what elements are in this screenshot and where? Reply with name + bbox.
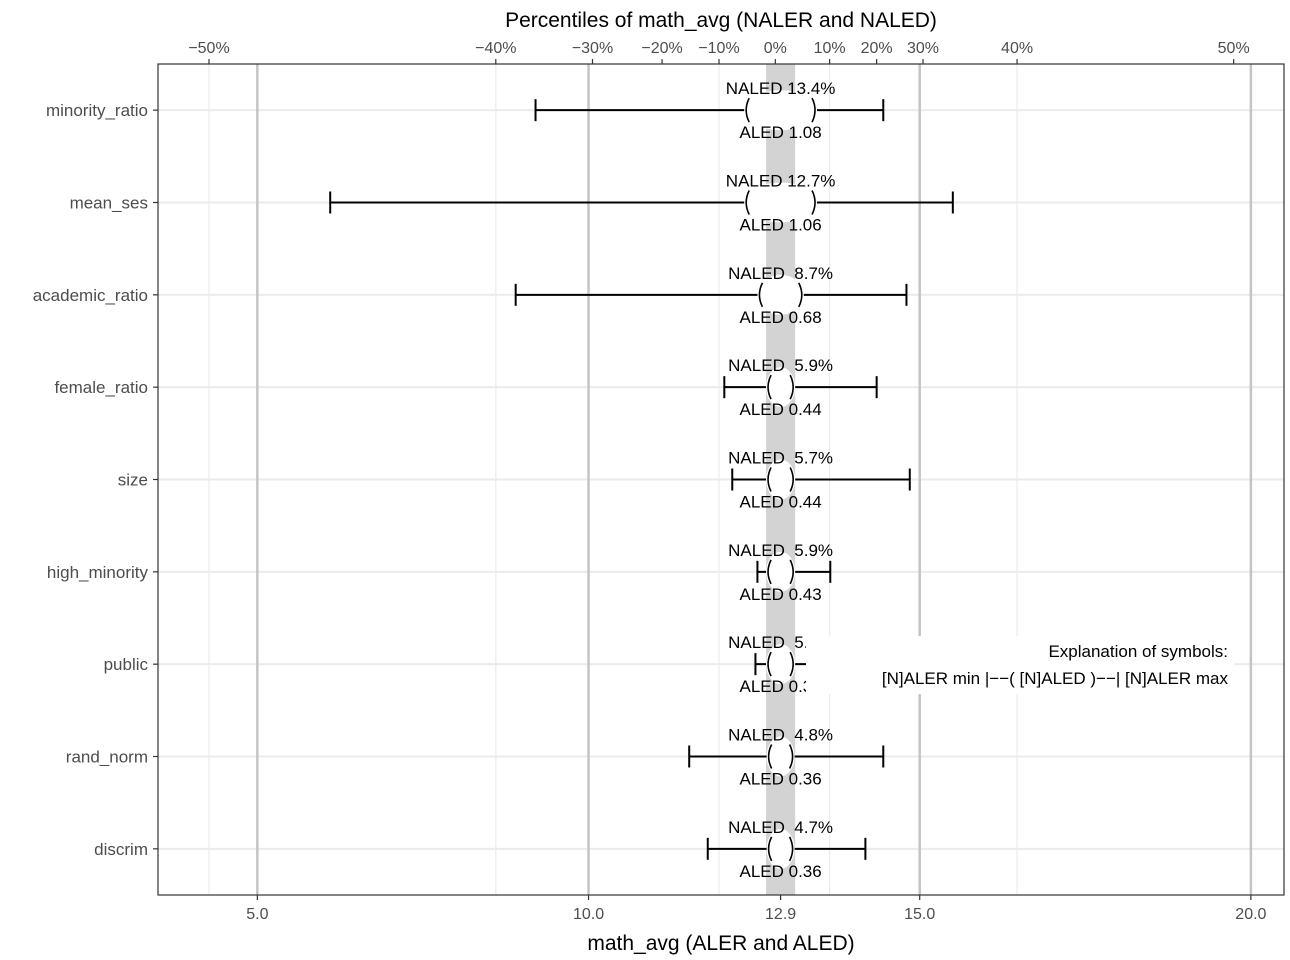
aled-left-paren [767,559,772,585]
aled-label: ALED 1.08 [739,123,821,142]
naled-label: NALED 5.9% [728,541,833,560]
naled-label: NALED 8.7% [728,264,833,283]
y-tick-label: public [104,655,149,674]
aled-right-paren [789,651,794,677]
aled-interval [766,736,795,777]
x-tick-label: 15.0 [904,906,935,923]
aled-right-paren [788,836,794,862]
aled-label: ALED 0.43 [739,585,821,604]
top-tick-label: −20% [641,40,682,57]
aled-left-paren [758,282,764,308]
interval-row: NALED 5.9% ALED 0.44 [723,356,878,419]
aled-left-paren [745,190,750,215]
naled-label: NALED 4.7% [728,818,833,837]
aled-interval [766,828,795,869]
aled-right-paren [811,97,816,123]
x-tick-label: 5.0 [246,906,268,923]
aled-label: ALED 0.38 [739,677,821,696]
naled-label: NALED 5.9% [728,356,833,375]
top-tick-label: 50% [1218,40,1250,57]
x-axis-label: math_avg (ALER and ALED) [587,932,854,955]
x-tick-label: 12.9 [765,906,796,923]
interval-series: NALED 13.4% ALED 1.08 NALED 12.7% ALED 1.06… [329,79,954,881]
legend: Explanation of symbols: [N]ALER min |−−(… [806,636,1234,695]
interval-row: NALED 4.7% ALED 0.36 [706,818,867,881]
interval-row: NALED 4.8% ALED 0.36 [688,726,885,789]
chart-title: Percentiles of math_avg (NALER and NALED… [505,9,937,32]
y-tick-label: high_minority [47,563,149,582]
y-tick-label: discrim [94,840,148,859]
aled-right-paren [798,282,803,308]
top-tick-label: −10% [698,40,739,57]
interval-row: NALED 13.4% ALED 1.08 [534,79,885,142]
aled-label: ALED 1.06 [739,216,821,235]
aled-left-paren [767,374,772,400]
aled-interval [766,367,796,408]
aled-left-paren [767,651,772,677]
interval-row: NALED 5.7% ALED 0.44 [728,449,911,512]
naled-label: NALED 5.7% [728,449,833,468]
aled-interval [766,551,796,592]
top-tick-label: −50% [188,40,229,57]
aled-right-paren [789,374,794,400]
top-tick-label: 10% [814,40,846,57]
x-tick-label: 20.0 [1235,906,1266,923]
aled-label: ALED 0.36 [739,862,821,881]
naled-label: NALED 4.8% [728,726,833,745]
aled-interval [766,459,796,500]
y-tick-label: mean_ses [70,194,148,213]
aled-right-paren [789,467,794,492]
top-tick-label: 30% [907,40,939,57]
naled-label: NALED 13.4% [726,79,836,98]
aled-right-paren [811,190,816,215]
aled-interval [744,90,818,131]
x-tick-label: 10.0 [573,906,604,923]
top-tick-label: 20% [861,40,893,57]
top-tick-label: −40% [475,40,516,57]
aled-right-paren [788,744,794,769]
top-tick-label: −30% [572,40,613,57]
y-tick-label: rand_norm [66,748,148,767]
interval-row: NALED 12.7% ALED 1.06 [329,172,954,235]
naled-label: NALED 12.7% [726,172,836,191]
aled-left-paren [745,97,750,123]
y-tick-label: minority_ratio [46,101,148,120]
axes: 5.0 10.0 12.9 15.0 20.0 −50% −40% −30% −20% −10% 0… [33,40,1285,923]
y-tick-label: size [118,471,148,490]
aled-label: ALED 0.44 [739,400,821,419]
aled-label: ALED 0.44 [739,493,821,512]
aled-label: ALED 0.68 [739,308,821,327]
aled-interval [744,182,818,223]
aled-left-paren [767,836,773,862]
aled-interval [757,274,804,315]
interval-row: NALED 8.7% ALED 0.68 [514,264,908,327]
legend-title: Explanation of symbols: [1048,642,1228,661]
aled-right-paren [789,559,794,585]
legend-background [806,636,1234,695]
y-tick-label: academic_ratio [33,286,148,305]
grid-lines [158,64,1284,895]
aled-interval [766,644,796,685]
top-tick-label: 40% [1001,40,1033,57]
top-tick-label: 0% [764,40,787,57]
legend-text: [N]ALER min |−−( [N]ALED )−−| [N]ALER ma… [882,669,1229,688]
y-tick-label: female_ratio [54,378,148,397]
aled-left-paren [767,744,773,769]
interval-row: NALED 5.9% ALED 0.43 [728,541,833,604]
aled-left-paren [767,467,772,492]
aled-label: ALED 0.36 [739,770,821,789]
